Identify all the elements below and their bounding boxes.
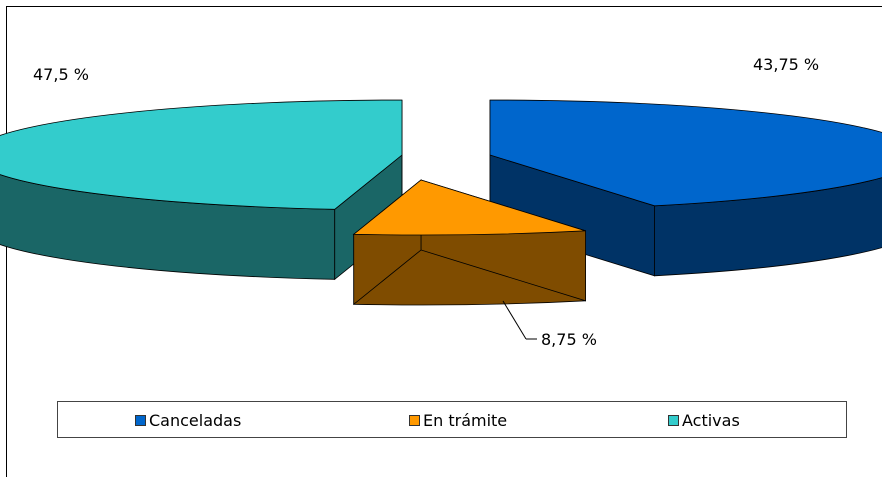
data-label-activas: 47,5 %	[33, 65, 89, 84]
legend-swatch-canceladas	[135, 415, 146, 426]
legend-item-canceladas: Canceladas	[135, 411, 241, 430]
pie-slice-activas	[0, 99, 403, 281]
legend-label-activas: Activas	[682, 411, 740, 430]
legend-item-activas: Activas	[668, 411, 740, 430]
pie-slice-top-canceladas	[489, 99, 882, 207]
data-label-canceladas: 43,75 %	[753, 55, 819, 74]
legend: Canceladas En trámite Activas	[57, 401, 847, 438]
legend-swatch-en-tramite	[409, 415, 420, 426]
data-label-en-tramite: 8,75 %	[541, 330, 597, 349]
legend-label-en-tramite: En trámite	[423, 411, 508, 430]
leader-line-en-tramite	[502, 300, 527, 340]
legend-label-canceladas: Canceladas	[149, 411, 242, 430]
legend-item-en-tramite: En trámite	[409, 411, 507, 430]
pie-slice-canceladas	[489, 99, 882, 277]
legend-swatch-activas	[668, 415, 679, 426]
pie-slice-top-en-tramite	[352, 179, 586, 236]
pie-slice-en-tramite	[352, 179, 586, 306]
pie-slice-top-activas	[0, 99, 403, 210]
